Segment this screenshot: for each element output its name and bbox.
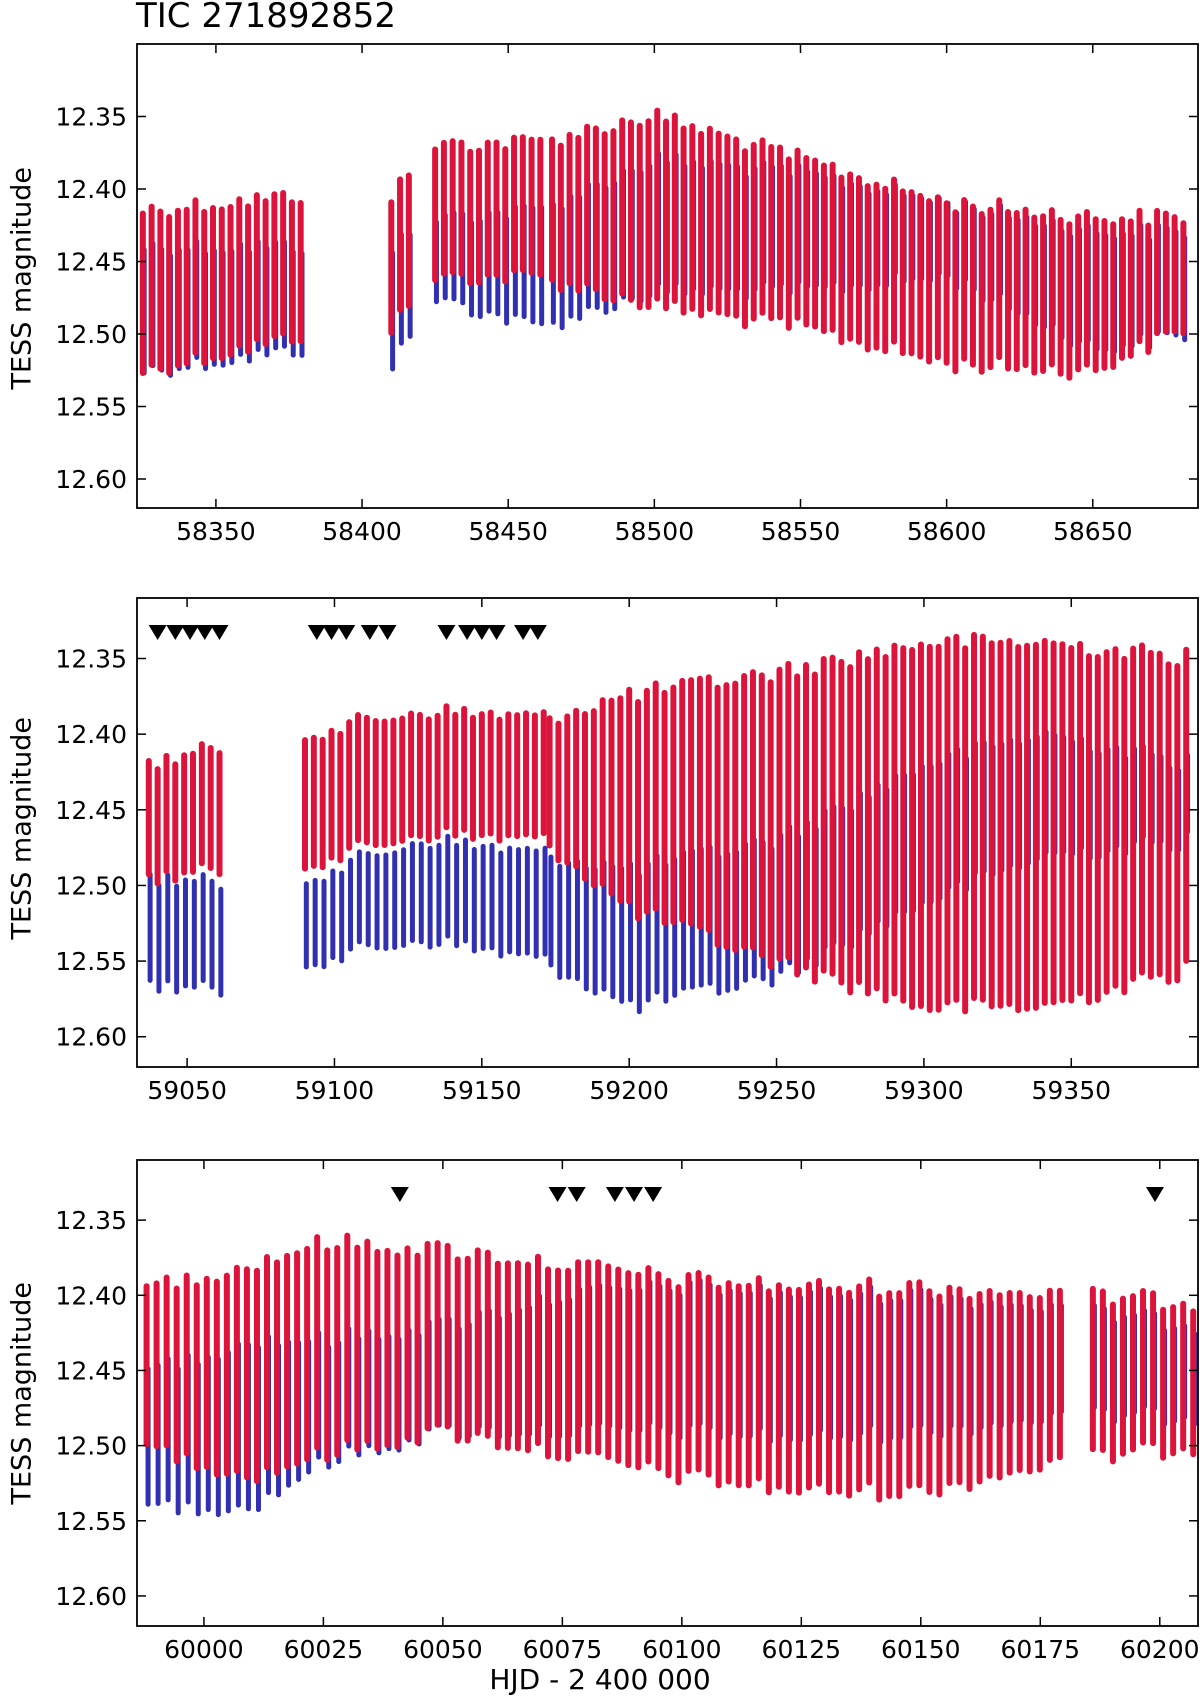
x-tick-label: 58450 [468, 517, 548, 546]
x-tick-label: 58400 [322, 517, 402, 546]
panel-3-points [143, 1232, 1198, 1518]
event-marker-triangle [644, 1187, 663, 1202]
x-tick-label: 58550 [761, 517, 841, 546]
event-marker-triangle [195, 625, 214, 640]
y-tick-label: 12.60 [55, 465, 127, 494]
y-tick-label: 12.45 [55, 796, 127, 825]
event-marker-triangle [548, 1187, 567, 1202]
event-marker-triangle [472, 625, 491, 640]
y-tick-label: 12.40 [55, 1281, 127, 1310]
y-tick-label: 12.50 [55, 320, 127, 349]
event-marker-triangle [625, 1187, 644, 1202]
x-tick-label: 60200 [1120, 1635, 1200, 1664]
x-tick-label: 59050 [147, 1076, 227, 1105]
x-tick-label: 59200 [589, 1076, 669, 1105]
y-tick-label: 12.45 [55, 248, 127, 277]
event-marker-triangle [458, 625, 477, 640]
panel-2-frame [136, 597, 1199, 1068]
panel-3: 60000 60025 60050 60075 60100 60125 60150 60175… [55, 1159, 1200, 1664]
event-marker-triangle [514, 625, 533, 640]
x-tick-label: 59300 [884, 1076, 964, 1105]
x-tick-label: 60150 [881, 1635, 961, 1664]
event-marker-triangle [605, 1187, 624, 1202]
event-marker-triangle [181, 625, 200, 640]
y-tick-label: 12.35 [55, 1206, 127, 1235]
event-marker-triangle [567, 1187, 586, 1202]
y-tick-label: 12.60 [55, 1023, 127, 1052]
x-tick-label: 60000 [164, 1635, 244, 1664]
y-tick-label: 12.55 [55, 947, 127, 976]
panel-2: 59050 59100 59150 59200 59250 59300 59350 12.35… [55, 597, 1199, 1105]
x-tick-label: 58650 [1053, 517, 1133, 546]
figure-title: TIC 271892852 [136, 0, 397, 36]
y-tick-label: 12.55 [55, 393, 127, 422]
y-tick-label: 12.55 [55, 1507, 127, 1536]
event-marker-triangle [322, 625, 341, 640]
event-marker-triangle [1145, 1187, 1164, 1202]
y-tick-label: 12.45 [55, 1356, 127, 1385]
x-tick-label: 58350 [176, 517, 256, 546]
x-tick-label: 58600 [907, 517, 987, 546]
x-tick-label: 60025 [284, 1635, 364, 1664]
y-tick-label: 12.40 [55, 720, 127, 749]
x-tick-label: 58500 [615, 517, 695, 546]
event-marker-triangle [390, 1187, 409, 1202]
panel-1: 58350 58400 58450 58500 58550 58600 58650 12.35… [55, 43, 1199, 546]
x-tick-label: 59250 [737, 1076, 817, 1105]
x-tick-label: 60175 [1001, 1635, 1081, 1664]
y-tick-label: 12.35 [55, 645, 127, 674]
panel-1-points [139, 107, 1188, 381]
panel-1-ylabel: TESS magnitude [6, 167, 38, 390]
event-marker-triangle [337, 625, 356, 640]
y-tick-label: 12.60 [55, 1582, 127, 1611]
panel-1-frame [136, 43, 1199, 509]
event-marker-triangle [360, 625, 379, 640]
x-axis-label: HJD - 2 400 000 [489, 1663, 711, 1696]
event-marker-triangle [166, 625, 185, 640]
x-tick-label: 59150 [442, 1076, 522, 1105]
event-marker-triangle [487, 625, 506, 640]
y-tick-label: 12.35 [55, 103, 127, 132]
event-marker-triangle [378, 625, 397, 640]
y-tick-label: 12.50 [55, 1432, 127, 1461]
x-tick-label: 59350 [1032, 1076, 1112, 1105]
x-tick-label: 60100 [642, 1635, 722, 1664]
x-tick-label: 60075 [523, 1635, 603, 1664]
x-tick-label: 60050 [403, 1635, 483, 1664]
panel-3-ylabel: TESS magnitude [6, 1282, 38, 1505]
panel-2-points [145, 631, 1191, 1015]
panel-3-frame [136, 1159, 1199, 1627]
x-tick-label: 59100 [295, 1076, 375, 1105]
panel-2-ylabel: TESS magnitude [6, 717, 38, 940]
x-tick-label: 60125 [762, 1635, 842, 1664]
event-marker-triangle [307, 625, 326, 640]
event-marker-triangle [210, 625, 229, 640]
y-tick-label: 12.40 [55, 175, 127, 204]
event-marker-triangle [528, 625, 547, 640]
y-tick-label: 12.50 [55, 871, 127, 900]
event-marker-triangle [148, 625, 167, 640]
event-marker-triangle [437, 625, 456, 640]
